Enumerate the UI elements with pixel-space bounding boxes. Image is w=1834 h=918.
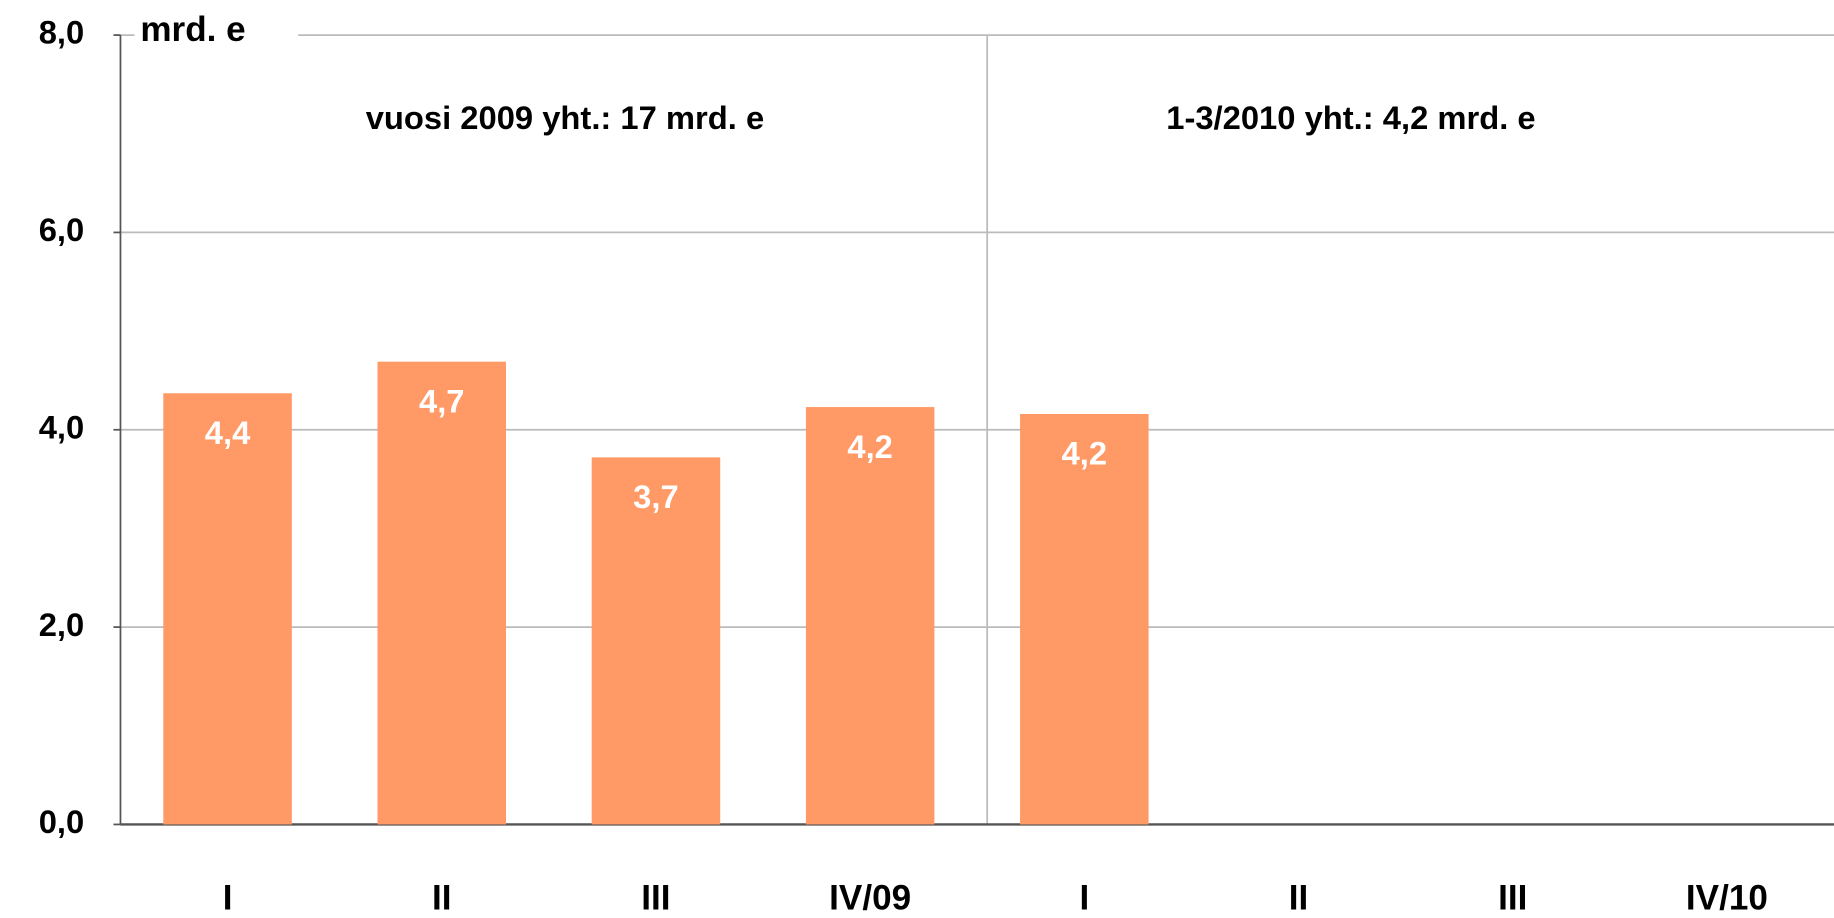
data-label: 4,4 bbox=[205, 414, 251, 451]
y-tick-label: 4,0 bbox=[39, 408, 85, 445]
axis-label-bg bbox=[134, 9, 299, 57]
annotation: 1-3/2010 yht.: 4,2 mrd. e bbox=[1166, 99, 1535, 136]
bar bbox=[377, 361, 507, 825]
y-tick-label: 6,0 bbox=[39, 211, 85, 248]
data-label: 4,2 bbox=[847, 428, 893, 465]
bar bbox=[591, 457, 721, 825]
bar bbox=[163, 393, 292, 825]
x-tick-label: IV/09 bbox=[829, 879, 911, 918]
x-tick-label: II bbox=[432, 879, 452, 918]
data-label: 4,2 bbox=[1062, 435, 1108, 472]
x-tick-label: III bbox=[1498, 879, 1527, 918]
y-tick-label: 8,0 bbox=[39, 14, 85, 51]
y-tick-label: 2,0 bbox=[39, 606, 85, 643]
x-tick-label: I bbox=[1079, 879, 1089, 918]
bar bbox=[805, 407, 935, 825]
annotation: vuosi 2009 yht.: 17 mrd. e bbox=[366, 99, 764, 136]
y-tick-label: 0,0 bbox=[39, 803, 85, 840]
data-label: 3,7 bbox=[633, 478, 679, 515]
y-axis-label: mrd. e bbox=[140, 10, 245, 49]
bar bbox=[1020, 413, 1149, 825]
x-tick-label: III bbox=[641, 879, 670, 918]
x-tick-label: IV/10 bbox=[1686, 879, 1768, 918]
x-tick-label: II bbox=[1289, 879, 1309, 918]
x-tick-label: I bbox=[223, 879, 233, 918]
data-label: 4,7 bbox=[419, 382, 465, 419]
